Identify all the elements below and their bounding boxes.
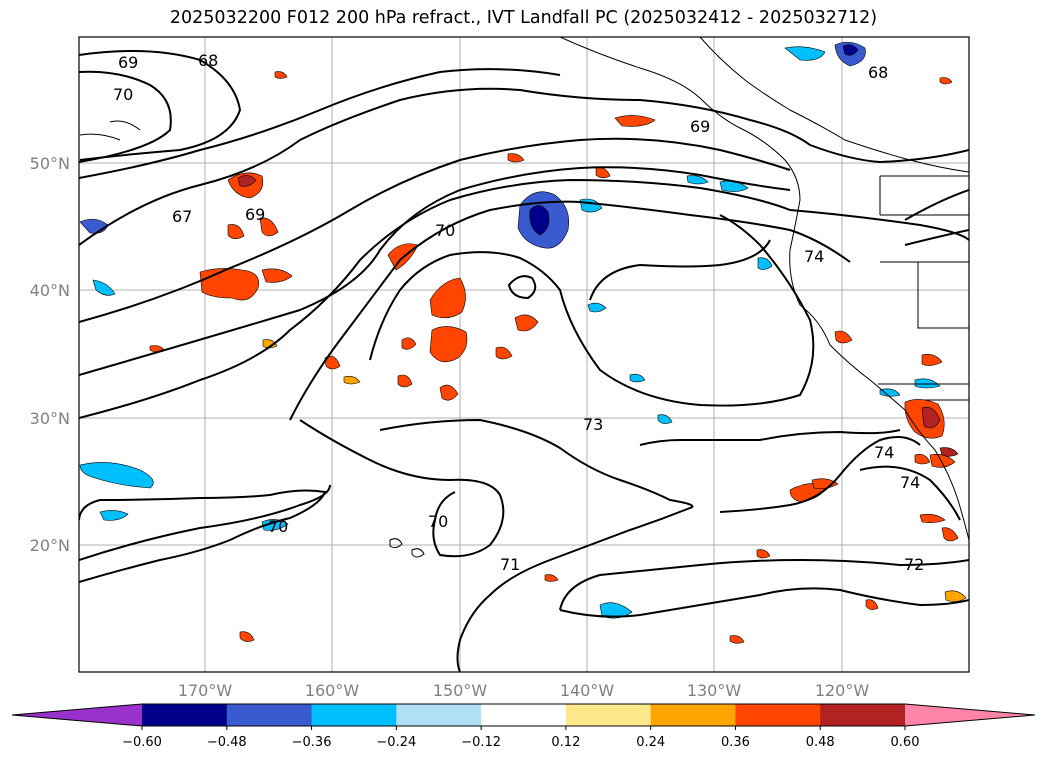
contour-label: 70 — [428, 512, 448, 531]
colorbar-segment — [396, 704, 482, 726]
contour-labels: 69 68 70 67 69 68 69 70 74 73 74 74 70 7… — [113, 51, 924, 574]
colorbar-extend-high — [905, 704, 1035, 726]
gridlines — [79, 37, 969, 672]
colorbar-extend-low — [12, 704, 142, 726]
lat-label: 20°N — [30, 536, 70, 555]
colorbar-tick-label: −0.24 — [376, 735, 416, 750]
longitude-labels: 170°W 160°W 150°W 140°W 130°W 120°W — [178, 681, 870, 700]
contour-label: 69 — [690, 117, 710, 136]
map-title: 2025032200 F012 200 hPa refract., IVT La… — [169, 8, 878, 28]
contour-label: 70 — [435, 221, 455, 240]
latitude-labels: 50°N 40°N 30°N 20°N — [30, 154, 70, 555]
colorbar-segment — [481, 704, 567, 726]
colorbar-segment — [735, 704, 821, 726]
contour-label: 71 — [500, 555, 520, 574]
colorbar-segment — [820, 704, 906, 726]
lon-label: 160°W — [305, 681, 360, 700]
contour-label: 68 — [198, 51, 218, 70]
lon-label: 170°W — [178, 681, 233, 700]
colorbar-tick-label: −0.12 — [461, 735, 501, 750]
colorbar-tick-label: −0.60 — [122, 735, 162, 750]
colorbar-tick-label: 0.12 — [551, 735, 580, 750]
colorbar-segment — [142, 704, 228, 726]
lat-label: 30°N — [30, 409, 70, 428]
contour-label: 70 — [268, 517, 288, 536]
coastlines — [79, 37, 969, 558]
colorbar-tick-label: 0.24 — [636, 735, 665, 750]
refractivity-contours — [79, 50, 969, 672]
contour-label: 69 — [245, 205, 265, 224]
anomaly-fills — [79, 41, 967, 644]
colorbar-segment — [650, 704, 736, 726]
contour-label: 70 — [113, 85, 133, 104]
lon-label: 130°W — [687, 681, 742, 700]
colorbar-segment — [226, 704, 313, 726]
map-background — [79, 37, 969, 672]
contour-label: 74 — [804, 247, 824, 266]
colorbar-tick-label: −0.48 — [207, 735, 247, 750]
contour-label: 74 — [900, 473, 920, 492]
contour-label: 69 — [118, 53, 138, 72]
lon-label: 150°W — [433, 681, 488, 700]
colorbar-tick-label: 0.60 — [891, 735, 920, 750]
colorbar-tick-label: 0.48 — [806, 735, 835, 750]
lat-label: 40°N — [30, 281, 70, 300]
colorbar-segment — [565, 704, 652, 726]
contour-label: 67 — [172, 207, 192, 226]
contour-label: 72 — [904, 555, 924, 574]
contour-label: 73 — [583, 415, 603, 434]
contour-label: 68 — [868, 63, 888, 82]
lon-label: 140°W — [560, 681, 615, 700]
lat-label: 50°N — [30, 154, 70, 173]
colorbar-tick-label: 0.36 — [721, 735, 750, 750]
map-frame — [78, 36, 970, 673]
colorbar-segment — [311, 704, 397, 726]
lon-label: 120°W — [815, 681, 870, 700]
contour-label: 74 — [874, 443, 894, 462]
colorbar-tick-label: −0.36 — [292, 735, 332, 750]
colorbar: −0.60 −0.48 −0.36 −0.24 −0.12 0.12 0.24 0.36 0.4… — [11, 703, 1036, 750]
